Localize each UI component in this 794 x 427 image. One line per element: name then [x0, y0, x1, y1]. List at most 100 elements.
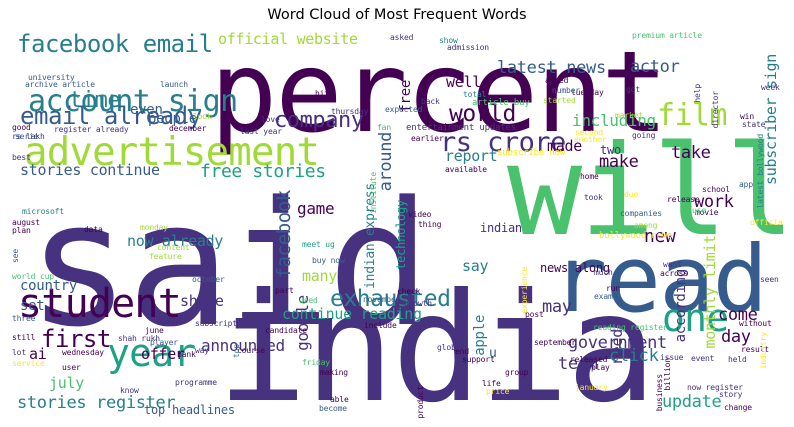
word-india: india: [217, 262, 657, 418]
word-company: company: [274, 108, 364, 133]
word-institute: institute: [369, 172, 378, 214]
word-seen: seen: [760, 275, 779, 284]
word-movie: movie: [695, 208, 719, 217]
word-game: game: [297, 199, 335, 218]
word-experience: experience: [520, 267, 529, 314]
word-entertainment-updates: entertainment updates: [406, 123, 517, 133]
word-subscriber-sign: subscriber sign: [762, 54, 780, 185]
word-exam: exam: [594, 292, 613, 301]
word-one: one: [662, 296, 729, 340]
word-data: data: [84, 225, 103, 234]
word-september: september: [534, 338, 576, 347]
word-buy-now: buy now: [312, 256, 345, 265]
word-percent: percent: [210, 29, 669, 158]
word-asked: asked: [390, 33, 414, 42]
word-state: state: [742, 120, 766, 129]
word-user: user: [62, 363, 81, 372]
word-include: include: [364, 321, 397, 330]
word-used: used: [299, 296, 318, 305]
word-actor: actor: [630, 57, 680, 77]
word-university: university: [28, 73, 75, 82]
word-said: said: [27, 164, 431, 365]
word-post: post: [525, 310, 544, 319]
word-candidate: candidate: [265, 326, 307, 335]
word-best: best: [12, 153, 31, 162]
word-end: end: [455, 347, 469, 356]
word-free-stories: free stories: [200, 161, 326, 182]
word-ai: ai: [29, 345, 47, 363]
word-lot: lot: [12, 348, 26, 357]
word-back: back: [421, 97, 440, 106]
word-indian: indian: [480, 221, 522, 235]
word-technology: technology: [394, 200, 408, 270]
word-come: come: [718, 305, 758, 325]
word-want: want: [663, 260, 682, 269]
word-billion: billion: [663, 358, 672, 391]
word-player: player: [150, 338, 178, 347]
word-continue-reading: continue reading: [282, 305, 422, 323]
word-week: week: [761, 83, 780, 92]
word-help: help: [693, 84, 702, 103]
word-world: world: [449, 101, 516, 127]
chart-title: Word Cloud of Most Frequent Words: [267, 7, 527, 23]
word-time: time: [69, 88, 121, 113]
word-government: government: [568, 333, 667, 353]
word-global: global: [437, 343, 465, 352]
word-first: first: [41, 325, 111, 353]
word-latest-news: latest news: [497, 58, 606, 78]
word-meet-ug: meet ug: [302, 240, 335, 249]
word-use: use: [692, 206, 706, 215]
word-much: much: [594, 268, 613, 277]
word-result: result: [741, 345, 769, 354]
word-market: market: [615, 111, 643, 120]
word-including: including: [572, 111, 656, 130]
word-rs-crore: rs crore: [440, 127, 566, 158]
word-take: take: [671, 143, 711, 163]
word-team: team: [558, 354, 598, 374]
word-premium-article: premium article: [632, 31, 702, 40]
word-rs-lakh: rs lakh: [12, 132, 45, 141]
word-people: people: [148, 111, 197, 127]
word-home: home: [580, 172, 599, 181]
word-feature: feature: [149, 252, 182, 261]
word-total: total: [463, 90, 487, 99]
word-update: update: [662, 392, 722, 412]
word-life: life: [482, 379, 501, 388]
word-thursday: thursday: [331, 107, 369, 116]
word-november: november: [363, 295, 401, 304]
word-stories-register: stories register: [17, 393, 176, 413]
word-will: will: [507, 119, 783, 264]
word-even: even: [130, 102, 163, 118]
word-run: run: [606, 284, 620, 293]
word-second: second: [575, 128, 603, 137]
word-well: well: [446, 73, 481, 91]
word-offer: offer: [141, 345, 185, 363]
word-bank: bank: [177, 350, 196, 359]
word-issue: issue: [660, 353, 684, 362]
word-set: set: [20, 298, 45, 314]
word-going: going: [632, 131, 656, 140]
word-story: story: [719, 390, 743, 399]
word-price: price: [486, 387, 510, 396]
word-available: available: [445, 165, 487, 174]
word-new: new: [644, 226, 676, 247]
word-release: release: [667, 195, 700, 204]
word-u: u: [489, 346, 497, 361]
word-another: another: [574, 135, 607, 144]
word-many: many: [302, 267, 337, 285]
word-now-register: now register: [687, 383, 743, 392]
word-reading-register: reading register: [593, 323, 668, 332]
word-look: look: [193, 112, 212, 121]
word-show: show: [439, 36, 458, 45]
word-made: made: [547, 137, 582, 155]
word-check: check: [397, 287, 421, 296]
word-got: got: [626, 85, 640, 94]
word-app: app: [739, 180, 753, 189]
word-industry: industry: [759, 332, 768, 370]
word-able: able: [330, 395, 349, 404]
word-august: august: [12, 218, 40, 227]
word-article-buy: article buy: [472, 98, 530, 108]
word-exhausted: exhausted: [330, 286, 451, 312]
word-added: added: [545, 76, 569, 85]
word-archive-article: archive article: [25, 80, 95, 89]
